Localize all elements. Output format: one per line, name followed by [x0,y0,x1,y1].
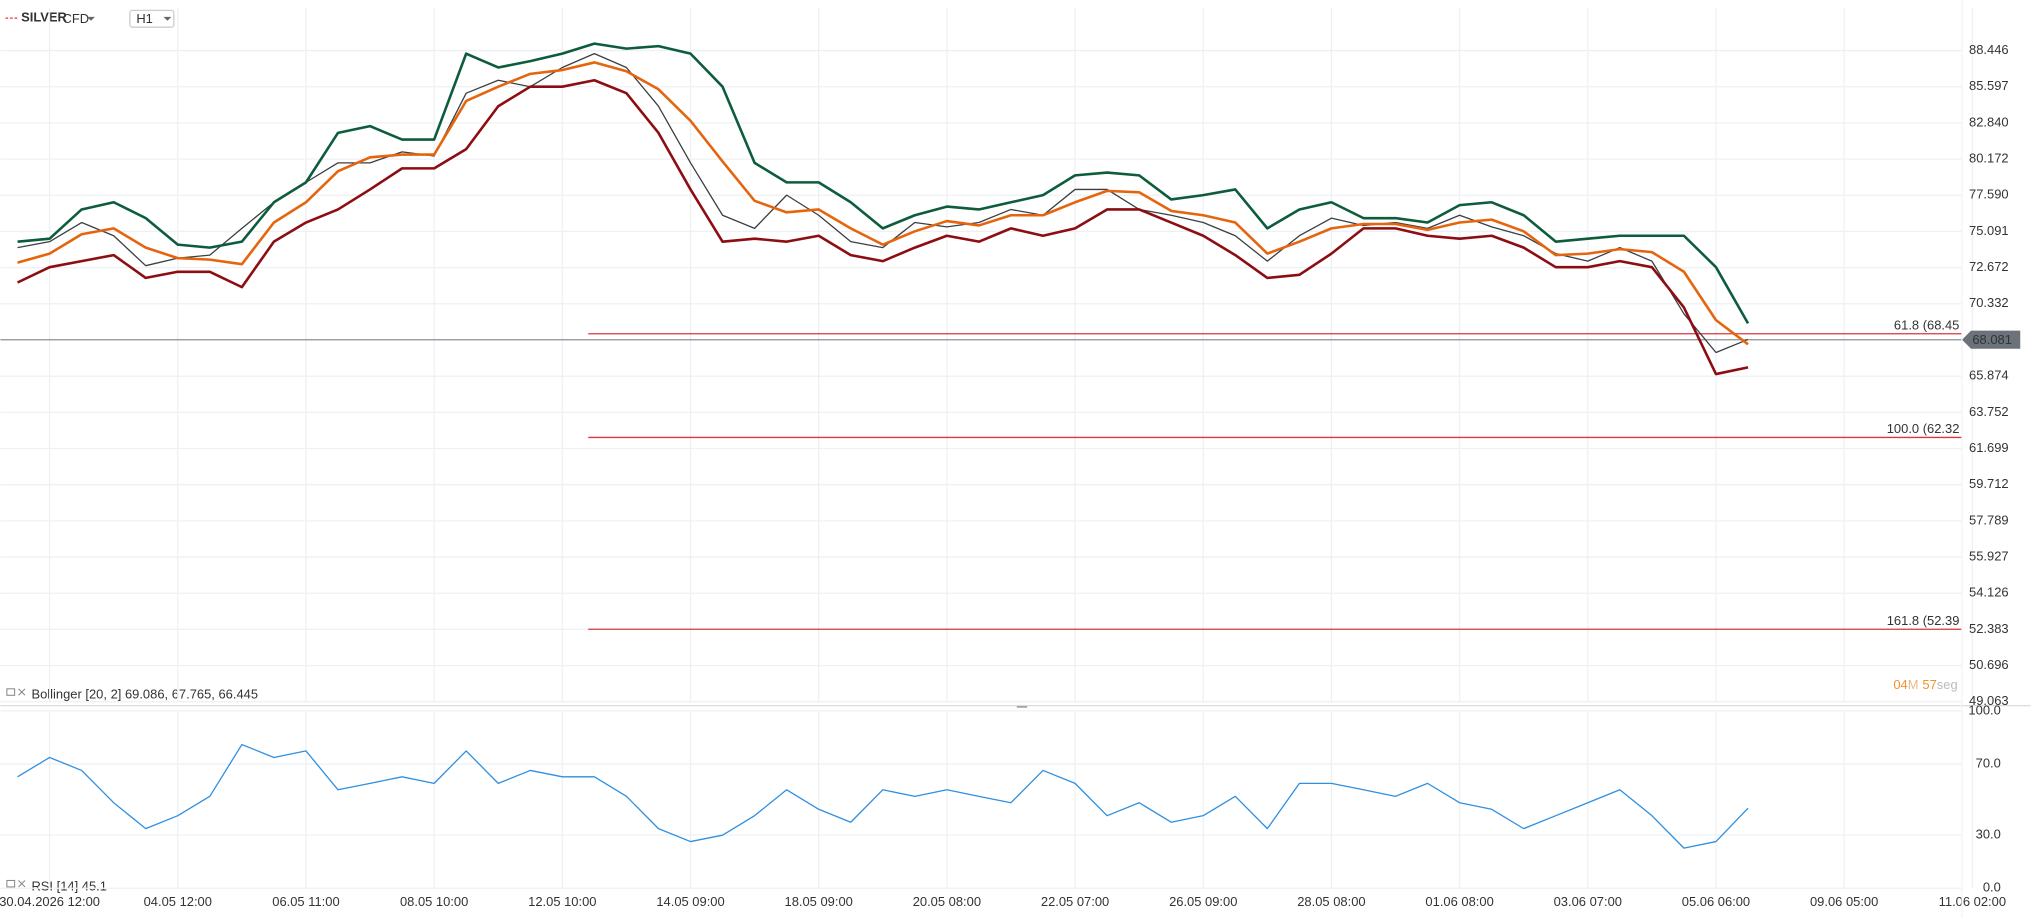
bollinger-band [17,42,1750,324]
rsi-line [17,743,1749,849]
y-tick-label: 72.672 [1969,259,2009,274]
y-tick-label: 55.927 [1969,548,2009,563]
x-tick-label: 03.06 07:00 [1554,894,1622,909]
y-tick-label: 88.446 [1969,42,2009,57]
x-tick-label: 08.05 10:00 [400,894,468,909]
x-tick-label: 01.06 08:00 [1425,894,1493,909]
y-tick-label: 65.874 [1969,368,2009,383]
last-price-label: 68.081 [1972,332,2012,347]
y-tick-label: 77.590 [1969,187,2009,202]
y-tick-label: 49.063 [1969,693,2009,708]
y-tick-label: 82.840 [1969,114,2009,129]
y2-tick-label: 30.0 [1976,826,2001,841]
bollinger-label: Bollinger [20, 2] 69.086, 67.765, 66.445 [31,687,258,702]
y-tick-label: 57.789 [1969,512,2009,527]
indicator-close-icon[interactable] [18,688,26,696]
x-tick-label: 05.06 06:00 [1682,894,1750,909]
y-tick-label: 63.752 [1969,404,2009,419]
fib-level-label: 161.8 (52.39 [1887,613,1960,628]
x-tick-label: 14.05 09:00 [656,894,724,909]
timeframe[interactable]: H1 [136,11,153,26]
timeframe-dropdown[interactable] [163,16,172,21]
y2-tick-label: 0.0 [1983,880,2001,895]
y-tick-label: 52.383 [1969,621,2009,636]
x-tick-label: 04.05 12:00 [144,894,212,909]
x-tick-label: 18.05 09:00 [785,894,853,909]
timer-seconds: 57 [1922,678,1936,693]
timer-seconds-unit: seg [1937,678,1958,693]
x-tick-label: 20.05 08:00 [913,894,981,909]
x-tick-label: 26.05 09:00 [1169,894,1237,909]
last-price-tag [1961,330,2021,349]
indicator-close-icon[interactable] [18,880,26,888]
timer: 04M 57seg [1893,678,1957,693]
timeframe-box[interactable] [129,9,175,28]
y-tick-label: 59.712 [1969,476,2009,491]
x-tick-label: 28.05 08:00 [1297,894,1365,909]
symbol-tag: CFD [63,11,90,26]
x-tick-label: 30.04.2026 12:00 [0,894,100,909]
timer-minutes-unit: M [1908,678,1919,693]
indicator-icon[interactable] [6,688,16,696]
fib-level-label: 61.8 (68.45 [1894,317,1959,332]
fib-level-label: 100.0 (62.32 [1887,421,1960,436]
y2-tick-label: 100.0 [1968,702,2000,717]
y-tick-label: 54.126 [1969,585,2009,600]
y-tick-label: 70.332 [1969,295,2009,310]
timer-minutes: 04 [1893,678,1907,693]
symbol-dropdown[interactable] [87,16,95,21]
x-tick-label: 09.06 05:00 [1810,894,1878,909]
y-tick-label: 75.091 [1969,223,2009,238]
y-tick-label: 85.597 [1969,78,2009,93]
rsi-label: RSI [14] 45.1 [31,878,107,893]
x-tick-label: 06.05 11:00 [272,894,339,909]
indicator-icon[interactable] [6,879,16,888]
x-tick-label: 12.05 10:00 [528,894,596,909]
symbol[interactable]: SILVER [21,10,67,25]
x-tick-label: 11.06 02:00 [1939,894,2006,909]
y-tick-label: 61.699 [1969,440,2009,455]
y2-tick-label: 70.0 [1976,755,2001,770]
y-tick-label: 50.696 [1969,657,2009,672]
bollinger-band [17,61,1749,346]
x-tick-label: 22.05 07:00 [1041,894,1109,909]
y-tick-label: 80.172 [1969,151,2009,166]
bollinger-band [16,78,1749,376]
